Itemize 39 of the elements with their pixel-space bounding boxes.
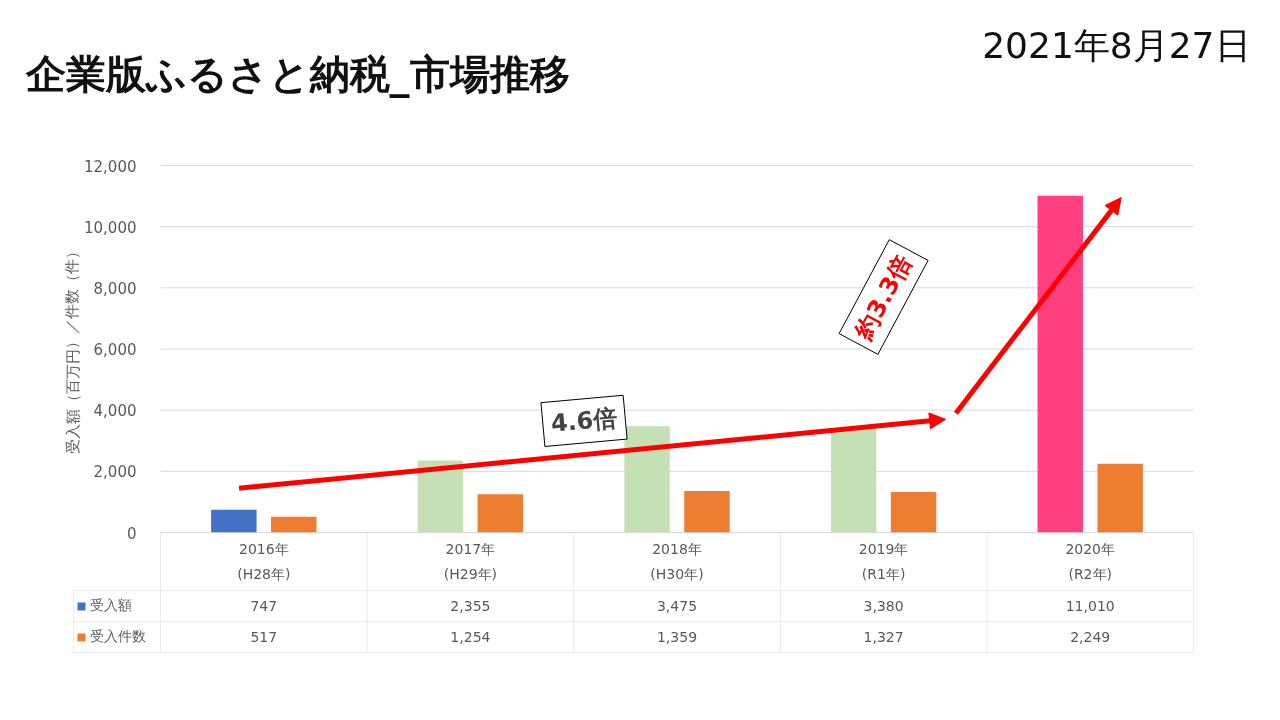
x-tick-label: 2017年 (H29年) [443, 540, 498, 583]
data-label: 1,327 [863, 629, 904, 645]
y-tick-label: 12,000 [84, 157, 137, 176]
y-tick-label: 6,000 [93, 341, 137, 359]
bar [684, 490, 730, 533]
data-label: 2,355 [450, 598, 491, 614]
bar [890, 491, 937, 533]
y-axis-title: 受入額（百万円）／件数（件） [63, 244, 82, 454]
bar [624, 426, 670, 533]
data-label: 517 [250, 629, 278, 645]
annotation: 4.6倍 [549, 403, 619, 438]
y-tick-label: 2,000 [93, 463, 137, 482]
x-tick-label: 2016年 (H28年) [237, 540, 291, 583]
bar [477, 494, 524, 533]
y-tick-label: 8,000 [93, 279, 137, 298]
bar [417, 460, 464, 533]
data-label: 3,380 [863, 598, 904, 614]
data-label: 747 [250, 598, 278, 614]
x-tick-label: 2020年 (R2年) [1065, 540, 1116, 583]
y-tick-label: 4,000 [93, 402, 137, 421]
data-label: 3,475 [656, 598, 698, 614]
bar [1097, 463, 1143, 533]
bar [211, 509, 257, 533]
legend-label: 受入額 [90, 595, 132, 615]
y-tick-label: 0 [126, 524, 137, 543]
data-label: 2,249 [1070, 629, 1111, 645]
bar [830, 429, 877, 533]
y-tick-label: 10,000 [84, 218, 137, 237]
data-label: 1,359 [656, 629, 698, 645]
bar [1037, 195, 1083, 533]
data-label: 1,254 [450, 629, 491, 645]
legend-label: 受入件数 [90, 626, 146, 646]
x-tick-label: 2018年 (H30年) [650, 540, 704, 583]
bar [271, 516, 317, 533]
annotation: 約3.3倍 [849, 250, 918, 345]
chart-title: 企業版ふるさと納税_市場推移 [24, 50, 570, 98]
chart-subtitle: 2021年8月27日 [982, 25, 1251, 66]
data-label: 11,010 [1065, 598, 1115, 614]
x-tick-label: 2019年 (R1年) [858, 540, 909, 583]
